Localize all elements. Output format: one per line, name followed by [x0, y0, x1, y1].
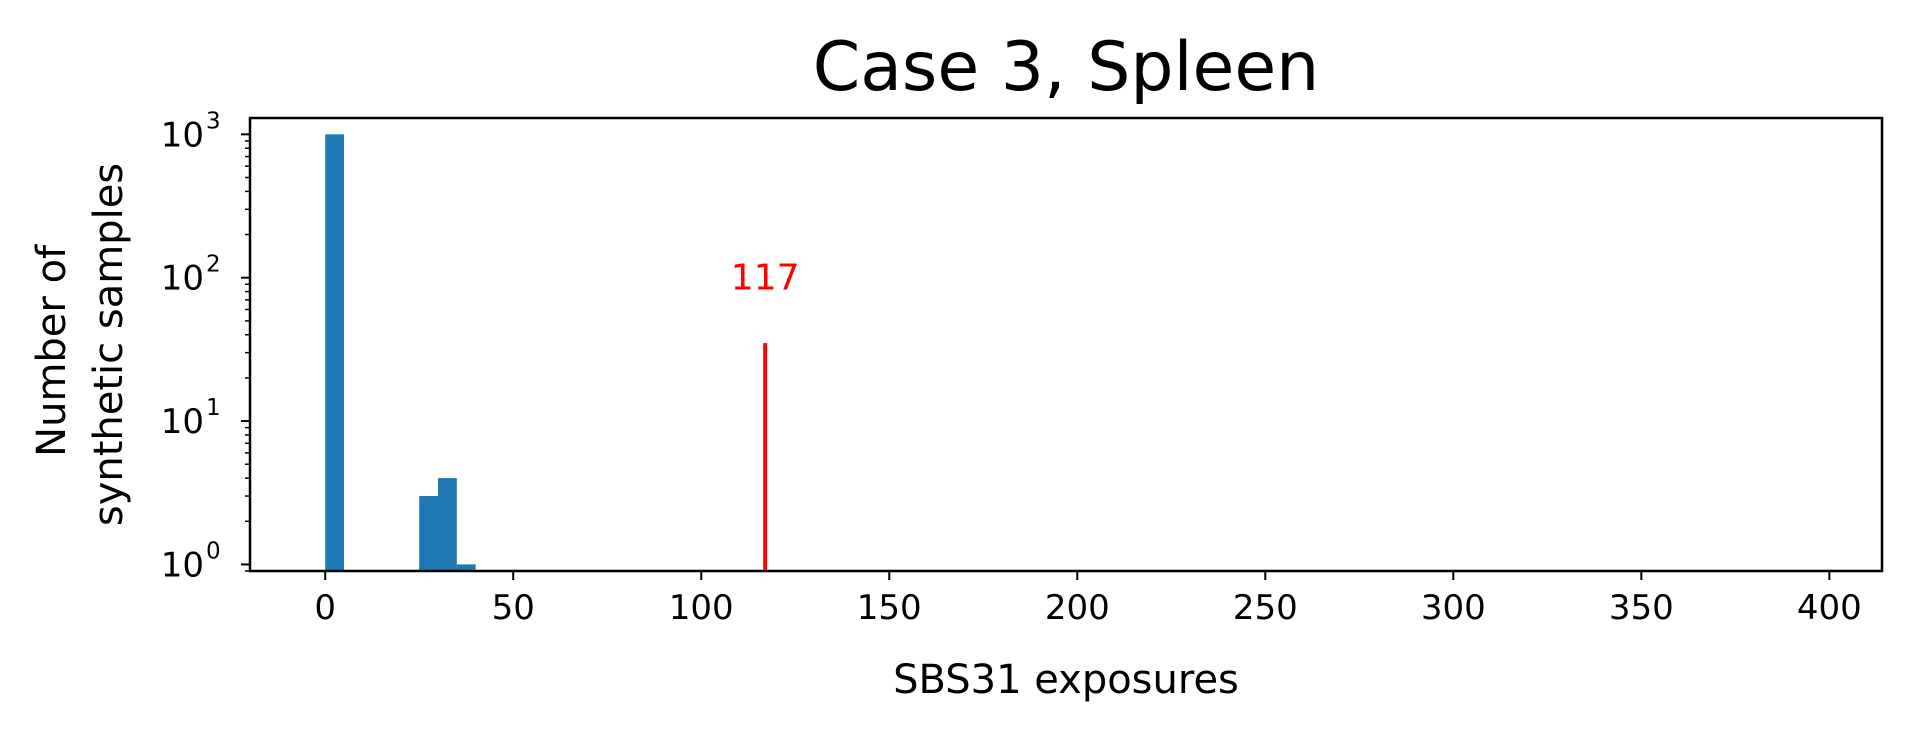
- x-tick-label: 0: [314, 588, 336, 628]
- y-tick-exponent: 0: [206, 538, 221, 564]
- y-tick-exponent: 3: [206, 108, 221, 134]
- chart-title: Case 3, Spleen: [813, 28, 1320, 107]
- x-tick-label: 250: [1233, 588, 1298, 628]
- x-tick-label: 100: [669, 588, 734, 628]
- x-tick-label: 200: [1045, 588, 1110, 628]
- x-axis: 0 50 100 150 200 250 300 350 400: [314, 571, 1862, 628]
- y-tick-label: 10: [161, 115, 204, 155]
- y-tick-label: 10: [161, 545, 204, 585]
- x-tick-label: 350: [1609, 588, 1674, 628]
- y-tick-exponent: 1: [206, 395, 221, 421]
- histogram-bar: [438, 478, 457, 571]
- y-axis-label-line-1: Number of: [29, 244, 75, 457]
- x-tick-label: 50: [492, 588, 535, 628]
- histogram-bar: [325, 134, 345, 572]
- y-tick-label: 10: [161, 402, 204, 442]
- x-axis-label: SBS31 exposures: [893, 657, 1239, 703]
- y-tick-exponent: 2: [206, 252, 221, 278]
- y-axis-label: Number of synthetic samples: [29, 163, 132, 526]
- plot-frame: [248, 116, 1884, 573]
- plot-area: 117: [325, 134, 800, 572]
- x-tick-label: 150: [857, 588, 922, 628]
- y-axis-label-line-2: synthetic samples: [86, 163, 132, 526]
- x-tick-label: 300: [1421, 588, 1486, 628]
- y-tick-label: 10: [161, 259, 204, 299]
- x-tick-label: 400: [1797, 588, 1862, 628]
- histogram-bar: [419, 496, 439, 571]
- histogram-bar: [456, 564, 476, 571]
- observed-value-label: 117: [731, 258, 800, 299]
